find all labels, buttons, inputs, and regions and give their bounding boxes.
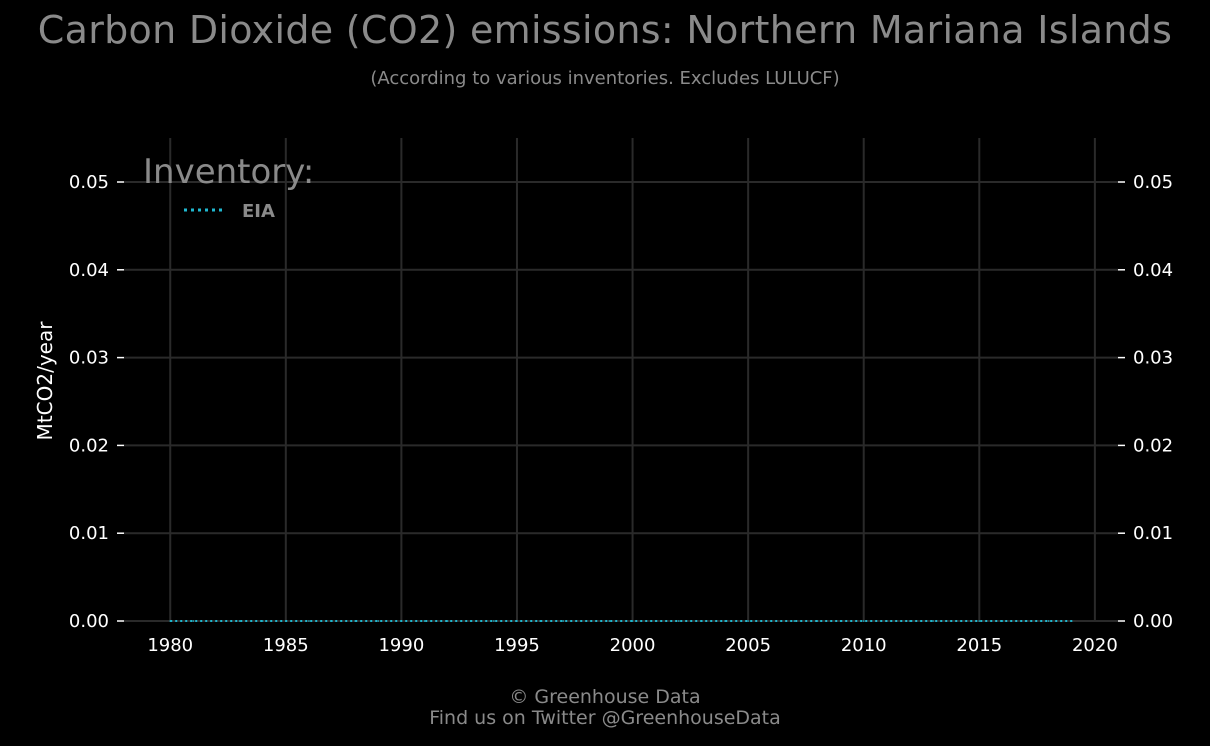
- data-point: [724, 620, 726, 622]
- data-point: [839, 620, 842, 622]
- grid: [124, 138, 1118, 622]
- data-point: [631, 620, 634, 622]
- data-point: [770, 620, 773, 622]
- y-tick-label-left: 0.00: [69, 611, 109, 632]
- x-tick-label: 2015: [956, 635, 1002, 656]
- chart-subtitle: (According to various inventories. Exclu…: [370, 68, 840, 89]
- series-layer: [169, 620, 1073, 622]
- y-tick-label-left: 0.03: [69, 348, 109, 369]
- data-point: [308, 620, 310, 622]
- data-point: [701, 620, 703, 622]
- data-point: [493, 620, 495, 622]
- legend: Inventory: EIA: [143, 152, 314, 222]
- data-point: [1047, 620, 1050, 622]
- x-tick-label: 2000: [610, 635, 656, 656]
- data-point: [585, 620, 588, 622]
- data-point: [331, 620, 333, 622]
- data-point: [909, 620, 911, 622]
- data-point: [238, 620, 241, 622]
- x-tick-label: 1980: [147, 635, 193, 656]
- x-tick-label: 2010: [841, 635, 887, 656]
- data-point: [886, 620, 888, 622]
- x-tick-label: 2020: [1072, 635, 1118, 656]
- data-point: [400, 620, 403, 622]
- data-point: [192, 620, 195, 622]
- y-tick-label-left: 0.04: [69, 260, 109, 281]
- data-point: [516, 620, 518, 622]
- y-tick-label-right: 0.04: [1133, 260, 1173, 281]
- footer-twitter: Find us on Twitter @GreenhouseData: [429, 707, 781, 729]
- data-point: [469, 620, 472, 622]
- data-point: [285, 620, 287, 622]
- data-point: [862, 620, 865, 622]
- data-point: [215, 620, 218, 622]
- data-point: [608, 620, 611, 622]
- y-tick-label-left: 0.01: [69, 523, 109, 544]
- data-point: [377, 620, 380, 622]
- y-tick-label-left: 0.05: [69, 172, 109, 193]
- x-tick-label: 1985: [263, 635, 309, 656]
- data-point: [354, 620, 356, 622]
- data-point: [539, 620, 541, 622]
- y-tick-label-right: 0.05: [1133, 172, 1173, 193]
- footer-copyright: © Greenhouse Data: [509, 686, 701, 708]
- chart-title: Carbon Dioxide (CO2) emissions: Northern…: [37, 8, 1173, 52]
- x-tick-label: 1995: [494, 635, 540, 656]
- data-point: [446, 620, 449, 622]
- x-tick-label: 1990: [378, 635, 424, 656]
- data-point: [1070, 620, 1073, 622]
- data-point: [654, 620, 657, 622]
- data-point: [978, 620, 981, 622]
- data-point: [1024, 620, 1027, 622]
- data-point: [169, 620, 172, 622]
- data-point: [1001, 620, 1004, 622]
- y-axis-label: MtCO2/year: [33, 321, 57, 441]
- data-point: [423, 620, 426, 622]
- data-point: [747, 620, 749, 622]
- data-point: [955, 620, 957, 622]
- data-point: [793, 620, 796, 622]
- x-tick-label: 2005: [725, 635, 771, 656]
- y-tick-label-right: 0.02: [1133, 435, 1173, 456]
- data-point: [677, 620, 680, 622]
- data-point: [932, 620, 934, 622]
- data-point: [562, 620, 565, 622]
- y-tick-label-right: 0.01: [1133, 523, 1173, 544]
- legend-title: Inventory:: [143, 152, 314, 192]
- data-point: [261, 620, 264, 622]
- legend-label-eia: EIA: [242, 201, 275, 222]
- data-point: [816, 620, 819, 622]
- y-tick-label-left: 0.02: [69, 435, 109, 456]
- y-tick-label-right: 0.03: [1133, 348, 1173, 369]
- y-tick-label-right: 0.00: [1133, 611, 1173, 632]
- axes: 1980 1985 1990 1995 2000 2005 2010 2015 2020 0.00…: [69, 172, 1173, 656]
